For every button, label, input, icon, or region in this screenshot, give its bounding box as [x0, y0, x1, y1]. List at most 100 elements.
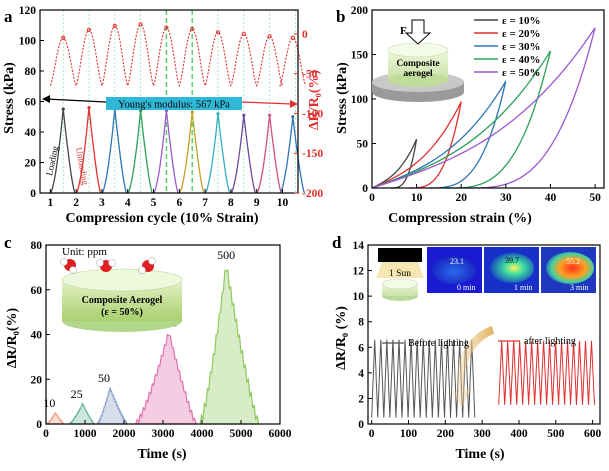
panel-d-xtick-label: 500: [547, 428, 565, 440]
legend-label: ε = 40%: [502, 54, 540, 66]
panel-b-xtick-label: 50: [589, 192, 601, 204]
panel-a-y2label: ΔR/R₀(%): [307, 69, 322, 130]
panel-a-y2tick-label: 0: [302, 29, 308, 41]
molecule-icon-3: [138, 257, 156, 274]
resistance-peak-point: [215, 30, 221, 35]
panel-b-plot: [371, 27, 596, 189]
panel-letter-c: c: [4, 233, 12, 252]
composite-aerogel-c-label: Composite Aerogel: [82, 295, 163, 306]
temp-1min: 39.7: [505, 256, 519, 265]
panel-d-ytick-label: 8: [358, 317, 364, 329]
stress-cycle-10: [279, 116, 306, 194]
concentration-label: 50: [98, 371, 110, 385]
stress-peak-point: [268, 113, 272, 117]
gas-response-25: [68, 401, 96, 425]
stress-strain-series-2: [371, 101, 462, 189]
composite-aerogel-c-sublabel: (ε = 50%): [101, 307, 143, 318]
resistance-peak-point: [164, 25, 169, 30]
stress-peak-point: [87, 106, 91, 110]
legend-label: ε = 50%: [502, 67, 540, 79]
one-sun-label: 1 Sun: [389, 269, 411, 279]
resistance-series: [49, 23, 307, 88]
panel-b-ytick-label: 200: [351, 5, 369, 17]
panel-b-xlabel: Compression strain (%): [388, 211, 532, 226]
curved-arrow-icon: [450, 326, 494, 408]
panel-letter-a: a: [4, 7, 13, 26]
panel-b-ytick-label: 50: [357, 139, 369, 151]
panel-b-xtick-label: 0: [369, 192, 375, 204]
panel-d-xtick-label: 300: [474, 428, 492, 440]
panel-b-inset: F Composite aerogel: [372, 19, 464, 102]
panel-d-xtick-label: 400: [510, 428, 528, 440]
youngs-arrowhead-right: [290, 100, 298, 108]
concentration-label: 25: [71, 387, 83, 401]
panel-a-ylabel: Stress (kPa): [2, 62, 17, 134]
youngs-arrow-left: [45, 98, 107, 103]
composite-aerogel-label-1: Composite: [396, 59, 439, 69]
gas-response-50: [96, 387, 128, 425]
panel-a-y2tick-label: -200: [302, 188, 323, 200]
panel-c-ytick-label: 60: [31, 285, 43, 297]
panel-d-ytick-label: 0: [358, 419, 364, 431]
youngs-arrow-right: [241, 101, 293, 105]
stress-strain-series-4: [371, 50, 552, 189]
panel-d-inset: 1 Sun 23.1 0 min 39.7 1 min 55.2 3 min: [376, 247, 596, 408]
panel-c-xtick-label: 2000: [113, 428, 136, 440]
panel-a-xtick-label: 4: [125, 197, 131, 209]
panel-a-xtick-label: 10: [277, 197, 289, 209]
gas-response-500: [199, 268, 260, 425]
panel-d-xtick-label: 0: [369, 428, 375, 440]
panel-c-axes: 0 1000 2000 3000 4000 5000 6000 0 20 40 60 80: [31, 240, 292, 440]
panel-d-ytick-label: 10: [353, 291, 365, 303]
force-arrow-icon: [404, 19, 432, 45]
stress-cycle-5: [152, 110, 179, 194]
molecule-icon-2: [96, 259, 116, 272]
panel-c-xtick-label: 5000: [230, 428, 253, 440]
resistance-peak-point: [61, 35, 66, 40]
panel-a-ytick-label: 20: [25, 158, 37, 170]
sun-lamp-icon: [378, 248, 422, 262]
panel-a-xtick-label: 7: [202, 197, 208, 209]
stress-cycle-4: [127, 110, 153, 194]
resistance-peak-point: [86, 27, 92, 32]
cyclic-response-1: [371, 339, 476, 418]
panel-d-xtick-label: 200: [437, 428, 455, 440]
unloading-label: Unloading: [74, 147, 91, 187]
youngs-modulus-box: [106, 97, 242, 110]
panel-b-xtick-label: 40: [545, 192, 557, 204]
stress-cycle-9: [256, 115, 282, 194]
panel-b-ylabel: Stress (kPa): [335, 62, 350, 134]
stress-strain-series-1: [371, 138, 418, 189]
stress-cycle-1: [49, 109, 76, 194]
stress-peak-point: [190, 110, 194, 114]
panel-b-xtick-label: 10: [411, 192, 423, 204]
stress-cycle-7: [204, 113, 231, 194]
panel-c-xtick-label: 6000: [269, 428, 292, 440]
panel-a-ytick-label: 40: [25, 127, 37, 139]
stress-cycle-2: [75, 107, 102, 194]
force-label: F: [400, 25, 407, 37]
resistance-peak-point: [290, 35, 295, 40]
panel-c-ytick-label: 40: [31, 330, 43, 342]
panel-d-xlabel: Time (s): [455, 447, 504, 462]
youngs-arrowhead-left: [42, 95, 50, 103]
panel-c: c 102550250500 0100020003000400050006000…: [4, 233, 292, 462]
panel-c-xtick-label: 3000: [152, 428, 175, 440]
panel-b-legend: ε = 10%ε = 20%ε = 30%ε = 40%ε = 50%: [474, 15, 540, 79]
temp-3min: 55.2: [566, 257, 580, 266]
panel-d-ytick-label: 4: [358, 368, 364, 380]
panel-b-xtick-label: 20: [455, 192, 467, 204]
panel-c-inset: Composite Aerogel (ε = 50%): [60, 257, 183, 332]
stress-cycle-3: [101, 109, 128, 194]
panel-a-xtick-label: 8: [228, 197, 234, 209]
legend-label: ε = 10%: [502, 15, 540, 27]
panel-c-xtick-label: 1000: [74, 428, 97, 440]
panel-a-xlabel: Compression cycle (10% Strain): [66, 211, 259, 226]
panel-c-xtick-label: 4000: [191, 428, 214, 440]
concentration-label: 10: [43, 396, 55, 410]
panel-b-ytick-label: 100: [351, 94, 369, 106]
legend-label: ε = 20%: [502, 28, 540, 40]
stress-cycle-6: [178, 112, 205, 194]
cyclic-response-2: [498, 340, 595, 405]
